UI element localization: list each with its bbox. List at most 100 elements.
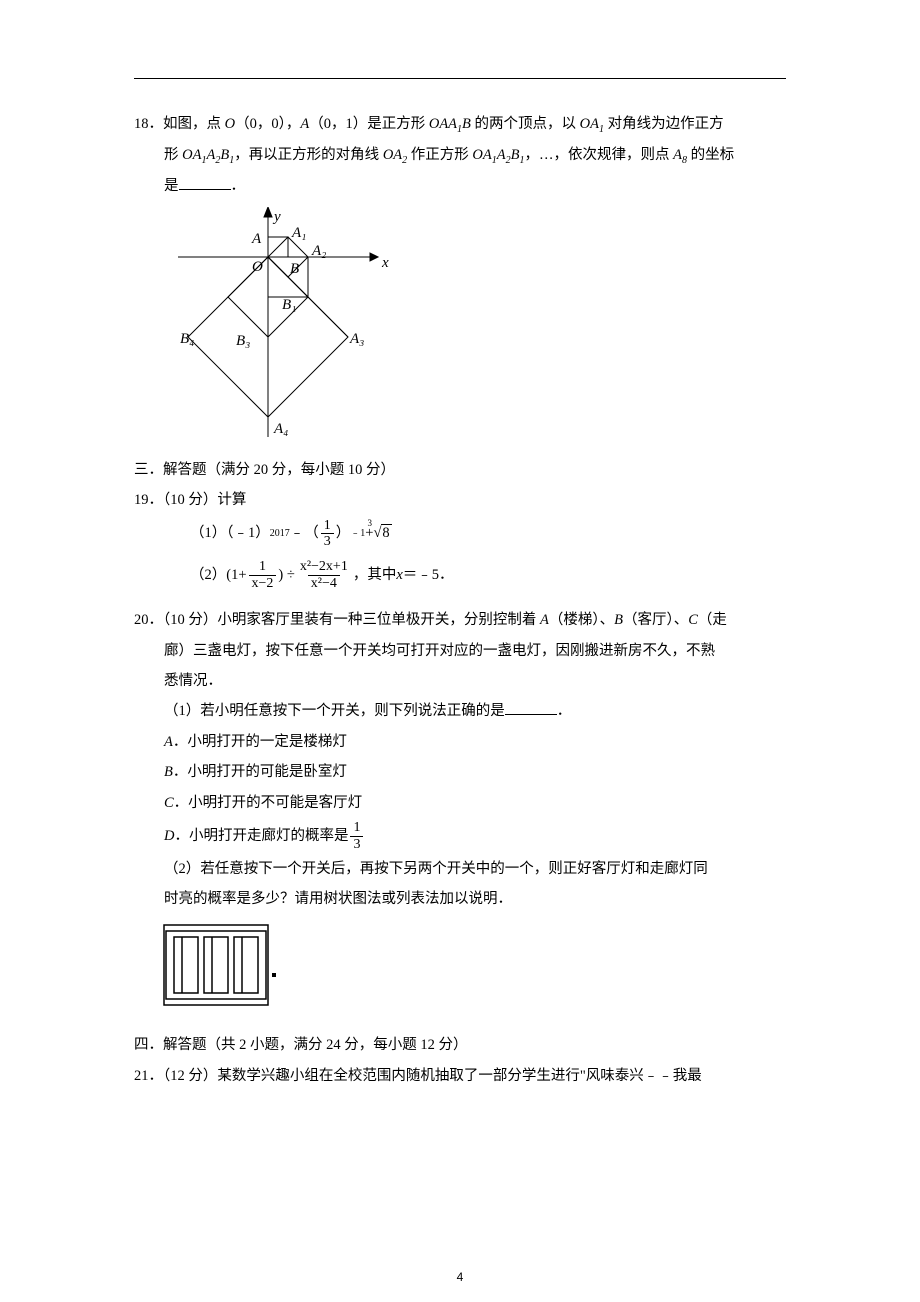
q20-optD: D．小明打开走廊灯的概率是13: [134, 820, 786, 852]
q19-part2: （2）(1+1x−2) ÷x²−2x+1x²−4，其中 x＝﹣5．: [134, 559, 786, 591]
v: A: [206, 147, 215, 163]
t: 是: [164, 178, 179, 194]
t: 20．（10 分）小明家客厅里装有一种三位单极开关，分别控制着: [134, 612, 540, 628]
frac2: 1x−2: [249, 559, 277, 591]
var-O: O: [225, 116, 235, 132]
v: B: [614, 612, 623, 628]
v: B: [220, 147, 229, 163]
t: （走: [698, 612, 727, 628]
t: ．小明打开的可能是卧室灯: [173, 764, 347, 780]
v: A: [673, 147, 682, 163]
lbl-B1: B₁: [282, 297, 296, 313]
l: A: [164, 734, 173, 750]
q21: 21．（12 分）某数学兴趣小组在全校范围内随机抽取了一部分学生进行"风味泰兴﹣…: [134, 1061, 786, 1091]
t: 的两个顶点，以: [471, 116, 580, 132]
t: ．小明打开走廊灯的概率是: [174, 821, 348, 851]
t: （0，1）是正方形: [309, 116, 429, 132]
lbl-B3: B₃: [236, 333, 250, 349]
n: x²−2x+1: [297, 559, 351, 574]
q19-head: 19．（10 分）计算: [134, 485, 786, 515]
t: ．: [557, 703, 572, 719]
t: 作正方形: [407, 147, 472, 163]
top-rule: [134, 78, 786, 79]
t: （2）(1+: [190, 560, 247, 590]
l: C: [164, 795, 174, 811]
page-number: 4: [0, 1270, 920, 1284]
t: （楼梯）、: [549, 612, 614, 628]
page-content: 18．如图，点 O（0，0），A（0，1）是正方形 OAA1B 的两个顶点，以 …: [0, 0, 920, 1091]
t: ＝﹣5．: [403, 560, 454, 590]
lbl-A3: A₃: [349, 331, 364, 347]
t: ．小明打开的不可能是客厅灯: [174, 795, 363, 811]
t: （1）若小明任意按下一个开关，则下列说法正确的是: [164, 703, 505, 719]
t: ．小明打开的一定是楼梯灯: [173, 734, 347, 750]
v: OA: [383, 147, 402, 163]
n: 1: [256, 559, 269, 574]
lbl-B: B: [290, 261, 299, 277]
idx: 3: [367, 514, 372, 533]
q19-part1: （1）（﹣1）2017﹣（13）﹣1+3√8: [134, 518, 786, 550]
blank: [505, 701, 557, 716]
t: ) ÷: [278, 560, 294, 590]
d: x−2: [249, 575, 277, 591]
rad: 8: [381, 524, 391, 541]
v: B: [462, 116, 471, 132]
t: 形: [164, 147, 182, 163]
blank-fill: [179, 175, 231, 190]
t: ，…，依次规律，则点: [524, 147, 673, 163]
q18-line1: 18．如图，点 O（0，0），A（0，1）是正方形 OAA1B 的两个顶点，以 …: [134, 109, 786, 140]
q20-q2a: （2）若任意按下一个开关后，再按下另两个开关中的一个，则正好客厅灯和走廊灯同: [134, 854, 786, 884]
coord-diagram: y x A A₁ A₂ A₃ A₄ O B B₁ B₃ B₄: [178, 207, 398, 437]
v: OA: [182, 147, 201, 163]
t: ，其中: [353, 560, 397, 590]
t: 的坐标: [687, 147, 734, 163]
d: 3: [350, 836, 363, 852]
q20-optC: C．小明打开的不可能是客厅灯: [134, 788, 786, 818]
lbl-A2: A₂: [311, 243, 326, 259]
frac-1-3: 13: [321, 518, 334, 550]
d: x²−4: [308, 575, 340, 591]
q18-line3: 是．: [134, 171, 786, 201]
v: OAA: [429, 116, 457, 132]
num: 1: [321, 518, 334, 533]
q20-q2b: 时亮的概率是多少？请用树状图法或列表法加以说明．: [134, 884, 786, 914]
q20-optA: A．小明打开的一定是楼梯灯: [134, 727, 786, 757]
q20-l1: 20．（10 分）小明家客厅里装有一种三位单极开关，分别控制着 A（楼梯）、B （…: [134, 605, 786, 635]
section-4-heading: 四．解答题（共 2 小题，满分 24 分，每小题 12 分）: [134, 1030, 786, 1060]
t: （1）（﹣1）: [190, 518, 270, 548]
q20-l2: 廊）三盏电灯，按下任意一个开关均可打开对应的一盏电灯，因刚搬进新房不久，不熟: [134, 636, 786, 666]
q20-q1: （1）若小明任意按下一个开关，则下列说法正确的是 ．: [134, 696, 786, 726]
t: ﹣（: [290, 518, 319, 548]
l: B: [164, 764, 173, 780]
v: C: [688, 612, 698, 628]
v: A: [497, 147, 506, 163]
v: A: [540, 612, 549, 628]
lbl-A4: A₄: [273, 421, 288, 437]
v: OA: [580, 116, 599, 132]
lbl-x: x: [381, 255, 389, 271]
v: OA: [472, 147, 491, 163]
cbrt: 3√8: [373, 518, 391, 548]
frac3: x²−2x+1x²−4: [297, 559, 351, 591]
lbl-B4: B₄: [180, 331, 194, 347]
exp: ﹣1: [350, 523, 365, 544]
t: ）: [336, 518, 351, 548]
lbl-A1: A₁: [291, 225, 306, 241]
t: （0，0），: [235, 116, 300, 132]
switch-figure: [162, 923, 786, 1020]
q20-l3: 悉情况．: [134, 666, 786, 696]
t: 18．如图，点: [134, 116, 225, 132]
frac: 13: [350, 820, 363, 852]
exp: 2017: [270, 523, 290, 544]
section-3-heading: 三．解答题（满分 20 分，每小题 10 分）: [134, 455, 786, 485]
q20-optB: B．小明打开的可能是卧室灯: [134, 757, 786, 787]
n: 1: [350, 820, 363, 835]
den: 3: [321, 533, 334, 549]
lbl-y: y: [272, 209, 281, 225]
q18-figure: y x A A₁ A₂ A₃ A₄ O B B₁ B₃ B₄: [178, 207, 786, 448]
t: ，再以正方形的对角线: [234, 147, 383, 163]
switch-icon: [162, 923, 282, 1009]
t: 对角线为边作正方: [604, 116, 724, 132]
q18-line2: 形 OA1A2B1，再以正方形的对角线 OA2 作正方形 OA1A2B1，…，依…: [134, 140, 786, 171]
var-A: A: [300, 116, 309, 132]
